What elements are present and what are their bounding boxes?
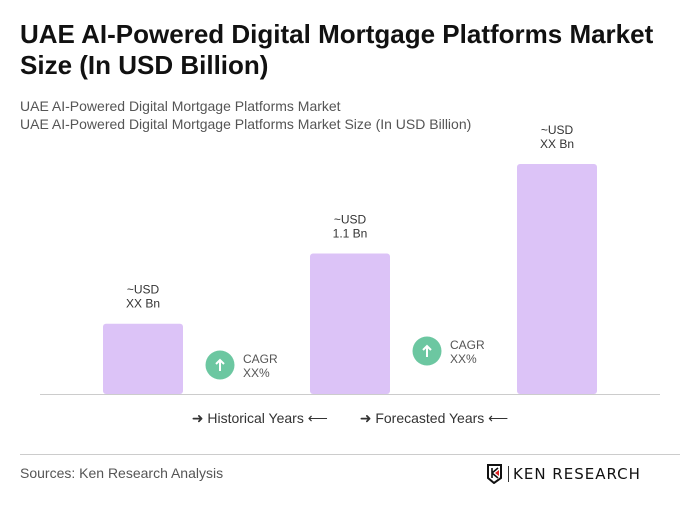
chart-title: UAE AI-Powered Digital Mortgage Platform… xyxy=(20,19,654,80)
bar xyxy=(517,164,597,394)
ken-research-logo: KEN RESEARCH xyxy=(486,464,641,484)
bar-label: ~USD xyxy=(541,123,574,137)
arrow-up-icon xyxy=(215,358,225,371)
bar-label: 1.1 Bn xyxy=(333,226,368,240)
bar-label: ~USD xyxy=(334,212,367,226)
bar xyxy=(103,323,183,394)
logo-icon xyxy=(487,464,502,484)
source-text: Sources: Ken Research Analysis xyxy=(20,465,224,481)
bar-label: XX Bn xyxy=(540,137,574,151)
subtitle: UAE AI-Powered Digital Mortgage Platform… xyxy=(20,98,341,114)
legend: ➜ Historical Years ⟵ ➜ Forecasted Years … xyxy=(0,410,700,427)
arrow-up-icon xyxy=(422,344,432,357)
legend-historical: ➜ Historical Years ⟵ xyxy=(191,410,328,426)
cagr-label: XX% xyxy=(450,352,477,366)
bar-label: ~USD xyxy=(127,283,160,297)
bar xyxy=(310,253,390,394)
bar-label: XX Bn xyxy=(126,297,160,311)
cagr-label: CAGR xyxy=(450,338,485,352)
divider xyxy=(20,454,680,455)
cagr-label: XX% xyxy=(243,366,270,380)
subtitle-2: UAE AI-Powered Digital Mortgage Platform… xyxy=(20,116,472,132)
cagr-label: CAGR xyxy=(243,352,278,366)
legend-forecasted: ➜ Forecasted Years ⟵ xyxy=(359,410,509,426)
